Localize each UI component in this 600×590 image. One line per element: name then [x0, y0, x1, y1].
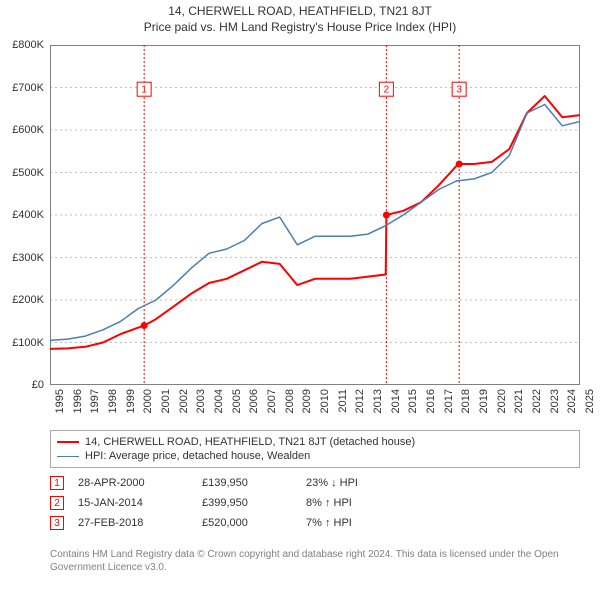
x-tick-label: 2001	[160, 389, 172, 413]
chart-plot-area: 1 2 3	[50, 45, 580, 385]
x-tick-label: 2021	[513, 389, 525, 413]
event-badge: 2	[50, 496, 64, 510]
event-delta: 23% ↓ HPI	[306, 477, 406, 489]
event-badge: 1	[50, 476, 64, 490]
event-price: £399,950	[202, 497, 292, 509]
x-tick-label: 2005	[231, 389, 243, 413]
x-tick-label: 2018	[460, 389, 472, 413]
y-axis-labels: £0£100K£200K£300K£400K£500K£600K£700K£80…	[0, 45, 48, 385]
chart-svg: 1 2 3	[50, 45, 580, 385]
x-axis-labels: 1995 1996 1997 1998 1999 2000 2001 2002 2003 2004…	[50, 389, 580, 429]
x-tick-label: 2008	[284, 389, 296, 413]
y-tick-label: £700K	[12, 82, 44, 94]
attribution-text: Contains HM Land Registry data © Crown c…	[50, 548, 580, 574]
event-date: 28-APR-2000	[78, 477, 188, 489]
svg-text:3: 3	[456, 85, 462, 96]
x-tick-label: 2000	[142, 389, 154, 413]
event-date: 15-JAN-2014	[78, 497, 188, 509]
event-price: £520,000	[202, 517, 292, 529]
svg-text:2: 2	[384, 85, 390, 96]
event-row: 3 27-FEB-2018 £520,000 7% ↑ HPI	[50, 516, 580, 530]
legend-label: 14, CHERWELL ROAD, HEATHFIELD, TN21 8JT …	[85, 435, 415, 449]
event-delta: 8% ↑ HPI	[306, 497, 406, 509]
legend-label: HPI: Average price, detached house, Weal…	[85, 449, 310, 463]
x-tick-label: 2015	[407, 389, 419, 413]
x-tick-label: 2012	[354, 389, 366, 413]
x-tick-label: 1999	[125, 389, 137, 413]
x-tick-label: 2013	[372, 389, 384, 413]
x-tick-label: 2023	[549, 389, 561, 413]
legend-row: HPI: Average price, detached house, Weal…	[57, 449, 573, 463]
y-tick-label: £800K	[12, 39, 44, 51]
y-tick-label: £100K	[12, 337, 44, 349]
y-tick-label: £400K	[12, 209, 44, 221]
legend-row: 14, CHERWELL ROAD, HEATHFIELD, TN21 8JT …	[57, 435, 573, 449]
event-row: 2 15-JAN-2014 £399,950 8% ↑ HPI	[50, 496, 580, 510]
x-tick-label: 2016	[425, 389, 437, 413]
event-price: £139,950	[202, 477, 292, 489]
chart-subtitle: Price paid vs. HM Land Registry's House …	[0, 20, 600, 34]
event-table: 1 28-APR-2000 £139,950 23% ↓ HPI 2 15-JA…	[50, 470, 580, 536]
legend-swatch	[57, 441, 79, 443]
legend: 14, CHERWELL ROAD, HEATHFIELD, TN21 8JT …	[50, 430, 580, 468]
x-tick-label: 1998	[107, 389, 119, 413]
x-tick-label: 2004	[213, 389, 225, 413]
x-tick-label: 2007	[266, 389, 278, 413]
x-tick-label: 2022	[531, 389, 543, 413]
x-tick-label: 2020	[496, 389, 508, 413]
x-tick-label: 2019	[478, 389, 490, 413]
x-tick-label: 2006	[248, 389, 260, 413]
x-tick-label: 1995	[54, 389, 66, 413]
x-tick-label: 2025	[584, 389, 596, 413]
x-tick-label: 2009	[301, 389, 313, 413]
event-date: 27-FEB-2018	[78, 517, 188, 529]
x-tick-label: 1996	[72, 389, 84, 413]
event-row: 1 28-APR-2000 £139,950 23% ↓ HPI	[50, 476, 580, 490]
svg-text:1: 1	[141, 85, 147, 96]
x-tick-label: 2024	[566, 389, 578, 413]
event-badge: 3	[50, 516, 64, 530]
x-tick-label: 2002	[178, 389, 190, 413]
x-tick-label: 1997	[89, 389, 101, 413]
address-title: 14, CHERWELL ROAD, HEATHFIELD, TN21 8JT	[0, 4, 600, 18]
y-tick-label: £0	[32, 379, 44, 391]
legend-swatch	[57, 456, 79, 457]
x-tick-label: 2011	[337, 389, 349, 413]
y-tick-label: £300K	[12, 252, 44, 264]
x-tick-label: 2014	[390, 389, 402, 413]
x-tick-label: 2003	[195, 389, 207, 413]
event-delta: 7% ↑ HPI	[306, 517, 406, 529]
y-tick-label: £200K	[12, 294, 44, 306]
x-tick-label: 2017	[443, 389, 455, 413]
x-tick-label: 2010	[319, 389, 331, 413]
y-tick-label: £500K	[12, 167, 44, 179]
y-tick-label: £600K	[12, 124, 44, 136]
